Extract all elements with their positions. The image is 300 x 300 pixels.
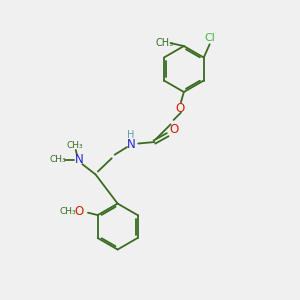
Text: H: H bbox=[127, 130, 134, 140]
Text: Cl: Cl bbox=[205, 33, 216, 43]
Text: O: O bbox=[169, 123, 178, 136]
Text: N: N bbox=[127, 138, 135, 151]
Text: O: O bbox=[176, 102, 185, 115]
Text: N: N bbox=[75, 153, 84, 166]
Text: CH₃: CH₃ bbox=[50, 155, 66, 164]
Text: CH₃: CH₃ bbox=[60, 207, 76, 216]
Text: CH₃: CH₃ bbox=[67, 141, 83, 150]
Text: O: O bbox=[74, 205, 83, 218]
Text: CH₃: CH₃ bbox=[155, 38, 173, 48]
